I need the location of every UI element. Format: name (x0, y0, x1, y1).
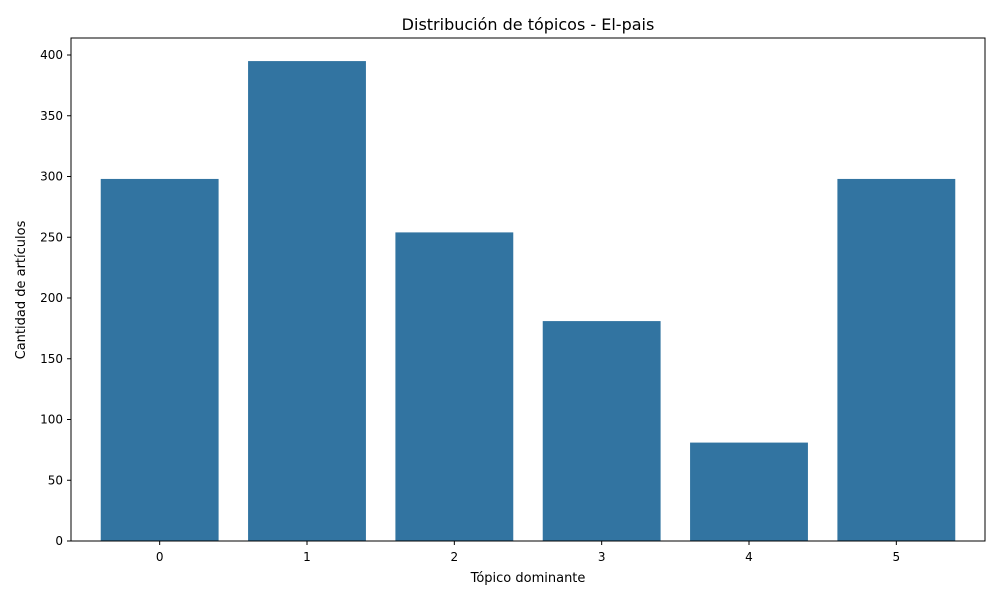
y-tick-label: 50 (48, 473, 63, 487)
bar-topic-5 (837, 178, 956, 541)
x-tick-label: 1 (303, 550, 311, 564)
chart-title: Distribución de tópicos - El-pais (402, 15, 655, 34)
x-tick-label: 2 (451, 550, 459, 564)
x-tick-label: 4 (745, 550, 753, 564)
y-tick-label: 0 (55, 534, 63, 548)
bar-topic-4 (690, 442, 808, 541)
y-tick-label: 400 (40, 48, 63, 62)
bar-topic-3 (542, 321, 661, 541)
y-tick-label: 100 (40, 413, 63, 427)
x-axis-label: Tópico dominante (470, 571, 586, 586)
x-ticks-group: 0 1 2 3 4 5 (156, 541, 900, 564)
bar-topic-2 (395, 232, 514, 542)
y-tick-label: 350 (40, 109, 63, 123)
y-tick-label: 200 (40, 291, 63, 305)
y-tick-label: 150 (40, 352, 63, 366)
x-tick-label: 3 (598, 550, 606, 564)
x-tick-label: 5 (893, 550, 901, 564)
y-axis-label: Cantidad de artículos (14, 220, 29, 359)
y-tick-label: 300 (40, 170, 63, 184)
bar-topic-0 (100, 178, 219, 541)
plot-frame (70, 37, 986, 542)
y-ticks-group: 0 50 100 150 200 250 300 350 400 (40, 48, 71, 548)
y-tick-label: 250 (40, 230, 63, 244)
x-tick-label: 0 (156, 550, 164, 564)
bar-topic-1 (248, 61, 366, 542)
bars-group (100, 61, 956, 542)
